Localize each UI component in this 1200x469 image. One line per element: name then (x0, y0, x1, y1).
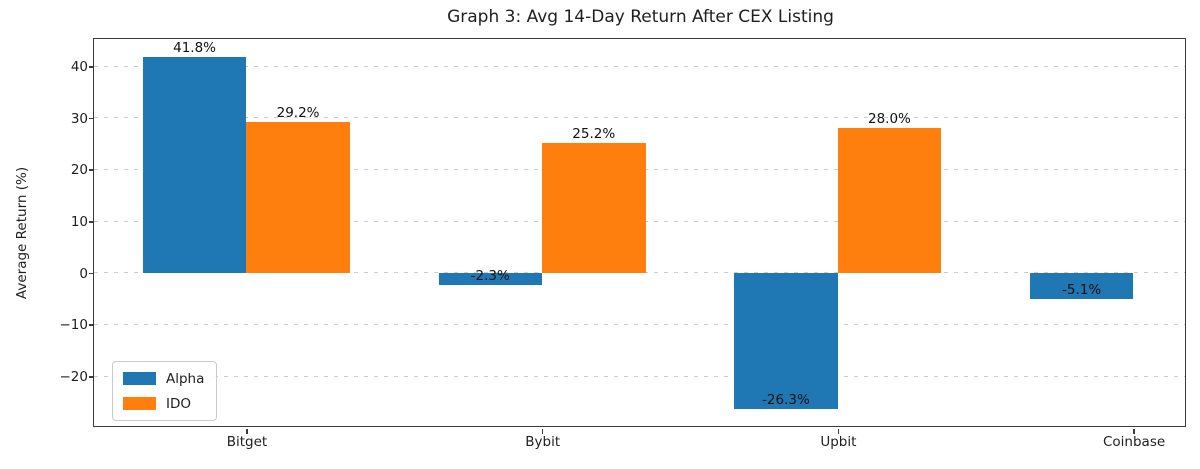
x-tick-mark (1133, 428, 1135, 434)
plot-area: 41.8% -2.3% -26.3% -5.1% 29.2% 25.2% 28.0% (93, 38, 1187, 428)
x-tick-label-coinbase: Coinbase (1103, 434, 1166, 450)
bar-ido-bybit (542, 142, 646, 273)
y-tick-mark (88, 117, 94, 120)
gridline-y30 (94, 117, 1186, 119)
legend-item-alpha: Alpha (123, 370, 204, 387)
y-tick-mark (88, 376, 94, 378)
gridline-y-20 (94, 375, 1186, 377)
y-tick-label: 40 (70, 58, 88, 75)
legend-item-ido: IDO (123, 395, 204, 412)
y-tick-mark (88, 221, 94, 223)
y-tick-mark (88, 272, 94, 275)
gridline-y0 (94, 272, 1186, 274)
x-tick-mark (837, 428, 840, 434)
bar-value-label: 25.2% (572, 125, 616, 142)
bar-value-label: 29.2% (276, 104, 320, 121)
bar-alpha-coinbase (1029, 272, 1134, 300)
legend-label: Alpha (166, 370, 205, 387)
bar-alpha-upbit (734, 272, 838, 409)
gridline-y-10 (94, 324, 1186, 326)
legend-swatch-alpha (123, 372, 156, 385)
x-tick-label-upbit: Upbit (820, 434, 857, 450)
legend-label: IDO (166, 395, 192, 412)
chart-title: Graph 3: Avg 14-Day Return After CEX Lis… (447, 7, 834, 27)
y-tick-label: 30 (70, 110, 88, 127)
legend: Alpha IDO (112, 361, 218, 421)
y-tick-mark (88, 324, 94, 326)
y-tick-label: 20 (70, 162, 88, 179)
x-tick-label-bybit: Bybit (525, 434, 561, 450)
y-tick-mark (88, 66, 94, 68)
y-tick-mark (88, 169, 94, 171)
y-tick-label: 0 (79, 265, 88, 282)
x-tick-label-bitget: Bitget (226, 434, 268, 450)
x-tick-mark (246, 428, 248, 434)
bar-alpha-bitget (142, 56, 247, 273)
bar-value-label: -26.3% (762, 391, 810, 408)
legend-swatch-ido (123, 397, 156, 410)
gridline-y40 (94, 65, 1186, 67)
bar-value-label: 28.0% (868, 111, 911, 128)
bar-ido-bitget (246, 121, 350, 273)
x-tick-mark (541, 428, 544, 434)
bar-ido-upbit (837, 128, 942, 273)
bar-value-label: -2.3% (470, 267, 510, 284)
y-axis-label: Average Return (%) (14, 166, 30, 300)
bar-value-label: 41.8% (173, 39, 216, 56)
bar-value-label: -5.1% (1062, 282, 1102, 299)
y-tick-label: −20 (59, 368, 89, 385)
y-tick-label: −10 (59, 317, 89, 334)
bar-alpha-bybit (438, 272, 542, 285)
y-tick-label: 10 (70, 213, 88, 230)
